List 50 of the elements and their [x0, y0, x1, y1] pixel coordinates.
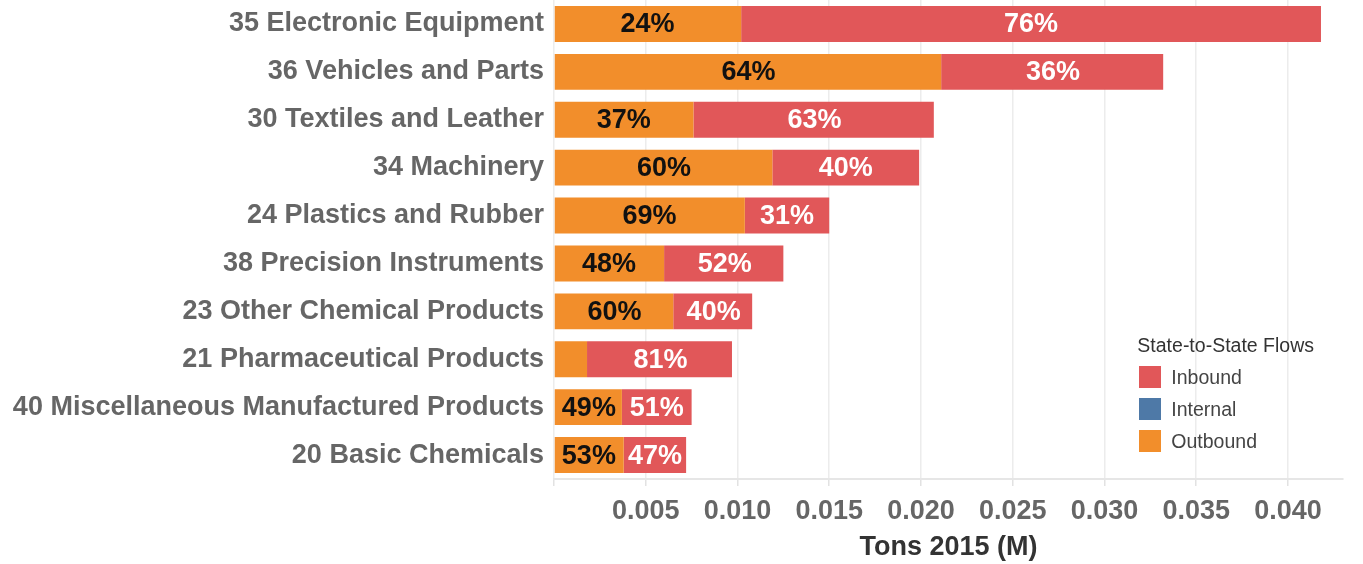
annotation: 64%	[721, 56, 776, 87]
bar	[554, 5, 742, 42]
y-tick-label: 30 Textiles and Leather	[247, 103, 545, 134]
legend-label: Internal	[1171, 397, 1237, 421]
annotation: 36%	[1026, 56, 1081, 87]
annotation: 60%	[587, 295, 642, 326]
annotation: 37%	[596, 104, 651, 135]
bar	[554, 197, 745, 234]
y-tick-label: 20 Basic Chemicals	[291, 438, 544, 469]
legend-label: Inbound	[1171, 365, 1242, 389]
annotation: 52%	[697, 247, 752, 278]
y-tick-label: 36 Vehicles and Parts	[267, 55, 544, 86]
x-tick-label: 0.010	[703, 494, 772, 525]
annotation: 69%	[622, 200, 677, 230]
bar	[554, 53, 942, 90]
y-tick-label: 34 Machinery	[372, 151, 544, 182]
bar	[554, 341, 588, 378]
bar	[941, 53, 1164, 90]
legend-label: Outbound	[1171, 429, 1257, 453]
bar	[554, 149, 773, 186]
annotation: 31%	[760, 200, 815, 230]
annotation: 49%	[561, 391, 616, 422]
annotation: 81%	[633, 343, 688, 374]
annotation: 60%	[637, 152, 692, 183]
x-tick-label: 0.040	[1254, 494, 1322, 525]
annotation: 40%	[818, 152, 873, 183]
annotation: 53%	[561, 439, 616, 470]
x-tick-label: 0.025	[978, 494, 1047, 525]
y-tick-label: 21 Pharmaceutical Products	[182, 342, 544, 373]
y-tick-label: 24 Plastics and Rubber	[246, 199, 545, 229]
x-tick-label: 0.005	[611, 494, 680, 525]
x-tick-label: 0.035	[1162, 494, 1230, 525]
annotation: 63%	[787, 104, 842, 135]
bar	[693, 101, 934, 138]
annotation: 48%	[582, 247, 637, 278]
legend-title: State-to-State Flows	[1137, 334, 1314, 357]
x-tick-label: 0.030	[1070, 494, 1139, 525]
y-tick-label: 23 Other Chemical Products	[182, 294, 544, 325]
x-tick-label: 0.020	[887, 494, 955, 525]
annotation: 40%	[686, 295, 741, 326]
annotation: 76%	[1004, 8, 1059, 39]
x-axis-title: Tons 2015 (M)	[859, 531, 1038, 562]
y-tick-label: 40 Miscellaneous Manufactured Products	[12, 390, 544, 421]
x-tick-label: 0.015	[795, 494, 864, 525]
annotation: 24%	[620, 8, 675, 39]
bar	[741, 5, 1321, 42]
y-tick-label: 35 Electronic Equipment	[228, 7, 545, 38]
annotation: 51%	[629, 391, 684, 422]
y-tick-label: 38 Precision Instruments	[222, 246, 544, 277]
annotation: 47%	[627, 439, 682, 470]
